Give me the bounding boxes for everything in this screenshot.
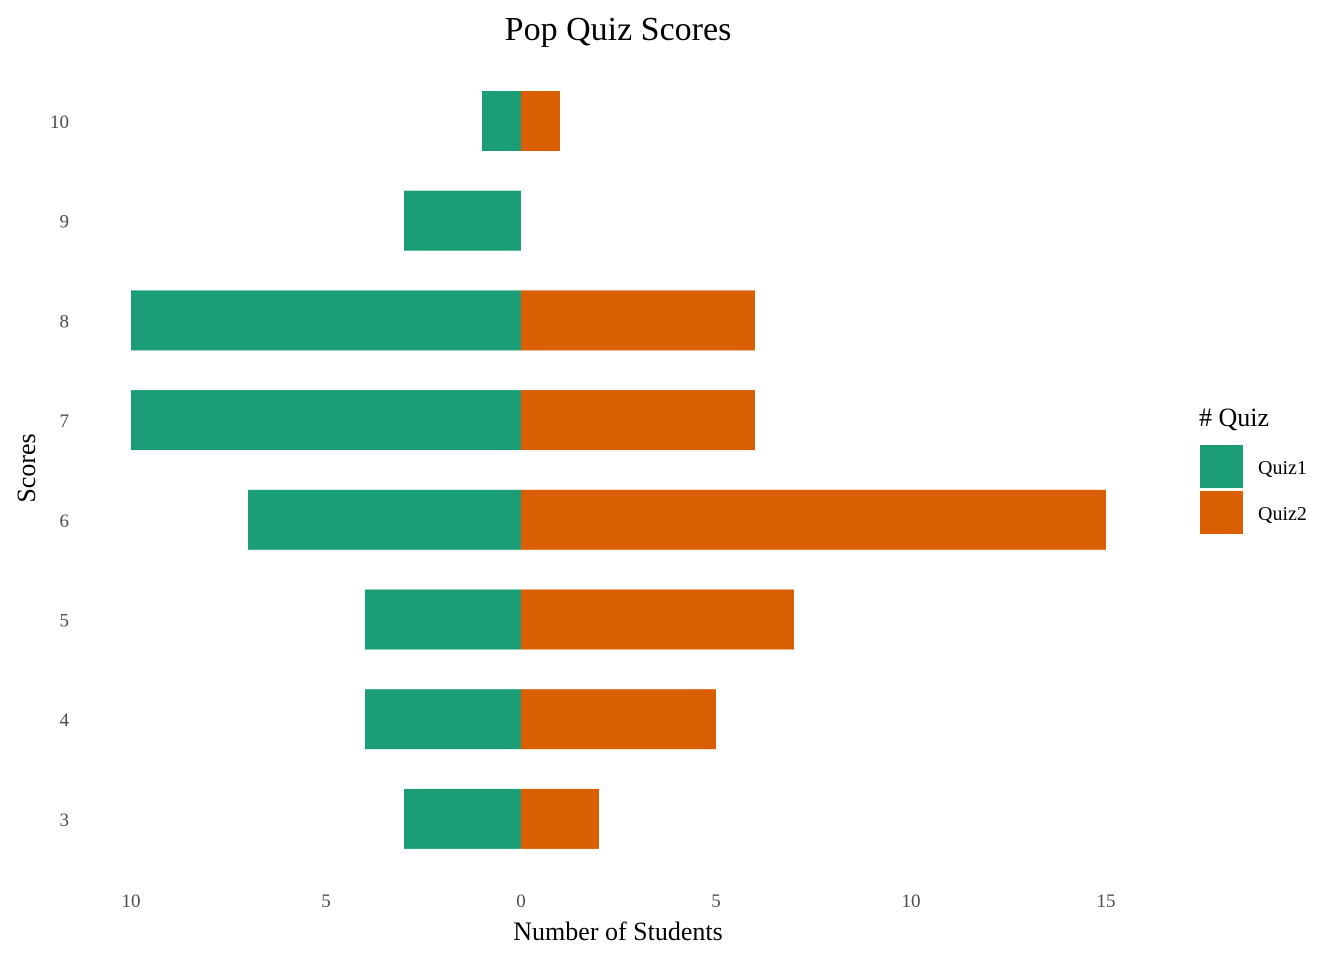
bar-quiz2-score-10 — [521, 91, 560, 151]
y-tick-label-6: 6 — [60, 511, 70, 532]
bar-quiz1-score-3 — [404, 788, 521, 849]
y-tick-label-5: 5 — [60, 611, 70, 632]
bars-layer — [131, 91, 1106, 849]
legend-key-quiz1 — [1200, 445, 1243, 488]
y-tick-label-7: 7 — [60, 411, 70, 432]
x-tick-label-3: 5 — [711, 891, 721, 912]
bar-quiz2-score-8 — [521, 290, 755, 351]
legend-items: Quiz1 Quiz2 — [1200, 445, 1307, 534]
legend-item-quiz2: Quiz2 — [1200, 491, 1307, 534]
bar-quiz1-score-4 — [365, 689, 521, 750]
bar-quiz1-score-7 — [131, 390, 521, 451]
x-tick-label-5: 15 — [1097, 891, 1116, 912]
x-tick-label-4: 10 — [902, 891, 921, 912]
y-tick-labels: 3 4 5 6 7 8 9 10 — [50, 112, 70, 831]
legend: # Quiz Quiz1 Quiz2 — [1199, 403, 1307, 534]
bar-quiz1-score-8 — [131, 290, 521, 351]
bar-quiz2-score-6 — [521, 489, 1106, 550]
x-axis-title: Number of Students — [513, 917, 722, 946]
bar-quiz1-score-9 — [404, 190, 521, 251]
y-tick-label-8: 8 — [60, 311, 70, 332]
bar-quiz2-score-7 — [521, 390, 755, 451]
bar-quiz2-score-5 — [521, 589, 794, 650]
y-tick-label-3: 3 — [60, 810, 70, 831]
legend-label-quiz2: Quiz2 — [1258, 503, 1307, 525]
y-tick-label-9: 9 — [60, 212, 70, 233]
y-tick-label-4: 4 — [60, 710, 70, 731]
chart-title: Pop Quiz Scores — [505, 11, 732, 48]
x-tick-label-1: 5 — [321, 891, 331, 912]
x-tick-label-2: 0 — [516, 891, 526, 912]
bar-quiz1-score-5 — [365, 589, 521, 650]
legend-title: # Quiz — [1199, 403, 1269, 432]
legend-key-quiz2 — [1200, 491, 1243, 534]
legend-label-quiz1: Quiz1 — [1258, 457, 1307, 479]
bar-quiz2-score-3 — [521, 788, 599, 849]
x-tick-labels: 10 5 0 5 10 15 — [122, 891, 1116, 912]
y-axis-title: Scores — [12, 433, 41, 502]
bar-quiz1-score-6 — [248, 489, 521, 550]
bar-quiz1-score-10 — [482, 91, 521, 151]
y-tick-label-10: 10 — [50, 112, 69, 133]
legend-item-quiz1: Quiz1 — [1200, 445, 1307, 488]
x-tick-label-0: 10 — [122, 891, 141, 912]
bar-quiz2-score-4 — [521, 689, 716, 750]
